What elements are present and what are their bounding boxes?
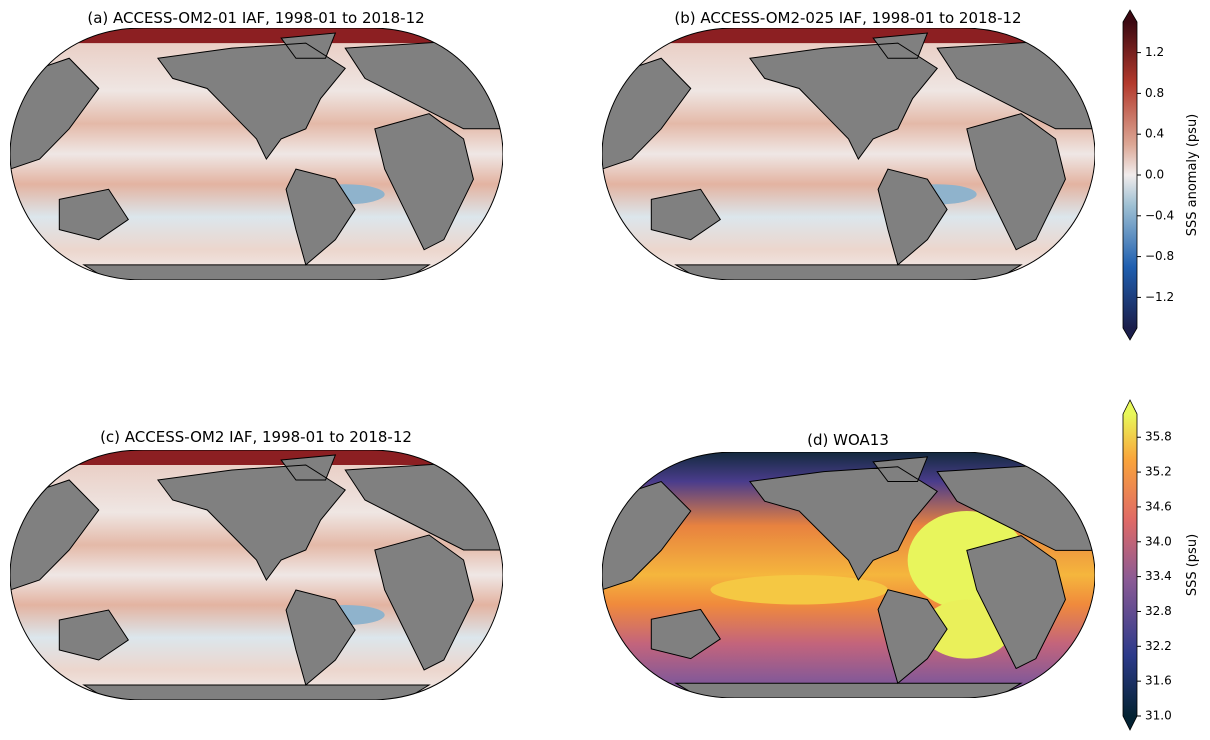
colorbar-tick-label: 32.2 bbox=[1145, 639, 1172, 653]
colorbar-label: SSS (psu) bbox=[1185, 534, 1200, 596]
map-panel-c bbox=[10, 450, 503, 700]
map-panel-a bbox=[10, 28, 503, 280]
colorbar-extend bbox=[1123, 10, 1137, 22]
panel-title: (c) ACCESS-OM2 IAF, 1998-01 to 2018-12 bbox=[100, 428, 412, 446]
colorbar-tick-label: 35.2 bbox=[1145, 465, 1172, 479]
colorbar-tick-label: −1.2 bbox=[1145, 290, 1174, 304]
colorbar bbox=[1123, 414, 1137, 716]
colorbar-tick-label: 35.8 bbox=[1145, 430, 1172, 444]
colorbar-tick-label: 0.0 bbox=[1145, 168, 1164, 182]
colorbar-extend bbox=[1123, 400, 1137, 414]
colorbar bbox=[1123, 22, 1137, 328]
colorbar-tick-label: −0.4 bbox=[1145, 208, 1174, 222]
map-panel-b bbox=[602, 28, 1095, 280]
panel-title: (b) ACCESS-OM2-025 IAF, 1998-01 to 2018-… bbox=[674, 9, 1021, 27]
colorbar-tick-label: 34.0 bbox=[1145, 534, 1172, 548]
colorbar-outline bbox=[1122, 9, 1138, 341]
colorbar-extend bbox=[1123, 328, 1137, 340]
colorbar-label: SSS anomaly (psu) bbox=[1185, 114, 1200, 237]
colorbar-tick-label: 32.8 bbox=[1145, 604, 1172, 618]
colorbar-tick-label: 31.6 bbox=[1145, 674, 1172, 688]
colorbar-extend bbox=[1123, 716, 1137, 730]
colorbar-tick-label: 0.4 bbox=[1145, 127, 1164, 141]
colorbar-tick-label: 1.2 bbox=[1145, 45, 1164, 59]
colorbar-tick-label: 33.4 bbox=[1145, 569, 1172, 583]
map-panel-d bbox=[602, 452, 1095, 698]
panel-title: (d) WOA13 bbox=[807, 431, 889, 449]
colorbar-tick-label: 0.8 bbox=[1145, 86, 1164, 100]
colorbar-tick-label: −0.8 bbox=[1145, 249, 1174, 263]
colorbar-tick-label: 34.6 bbox=[1145, 499, 1172, 513]
panel-title: (a) ACCESS-OM2-01 IAF, 1998-01 to 2018-1… bbox=[87, 9, 424, 27]
colorbar-tick-label: 31.0 bbox=[1145, 709, 1172, 723]
